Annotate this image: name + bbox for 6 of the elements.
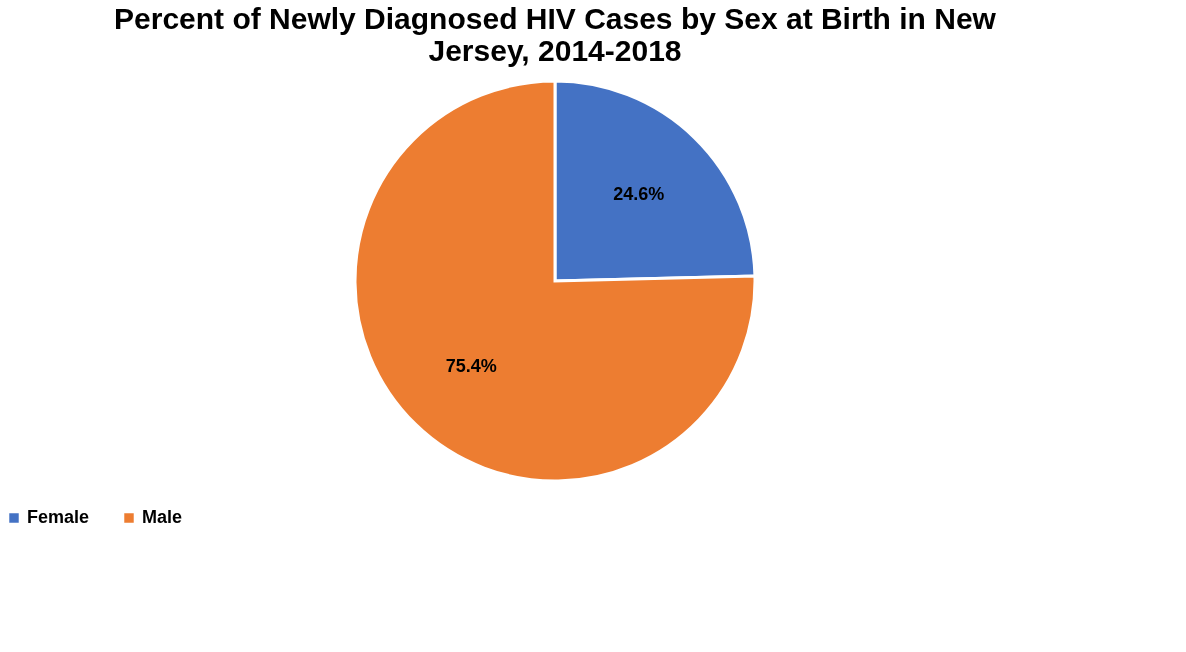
chart-title: Percent of Newly Diagnosed HIV Cases by Sex at Birth in New Jersey, 2014-2018 [114, 2, 997, 67]
pie-slice [353, 79, 757, 483]
data-label: 24.6% [613, 184, 665, 205]
legend-label: Female [27, 507, 90, 527]
legend-label: Male [142, 507, 183, 527]
data-label: 75.4% [445, 355, 497, 376]
